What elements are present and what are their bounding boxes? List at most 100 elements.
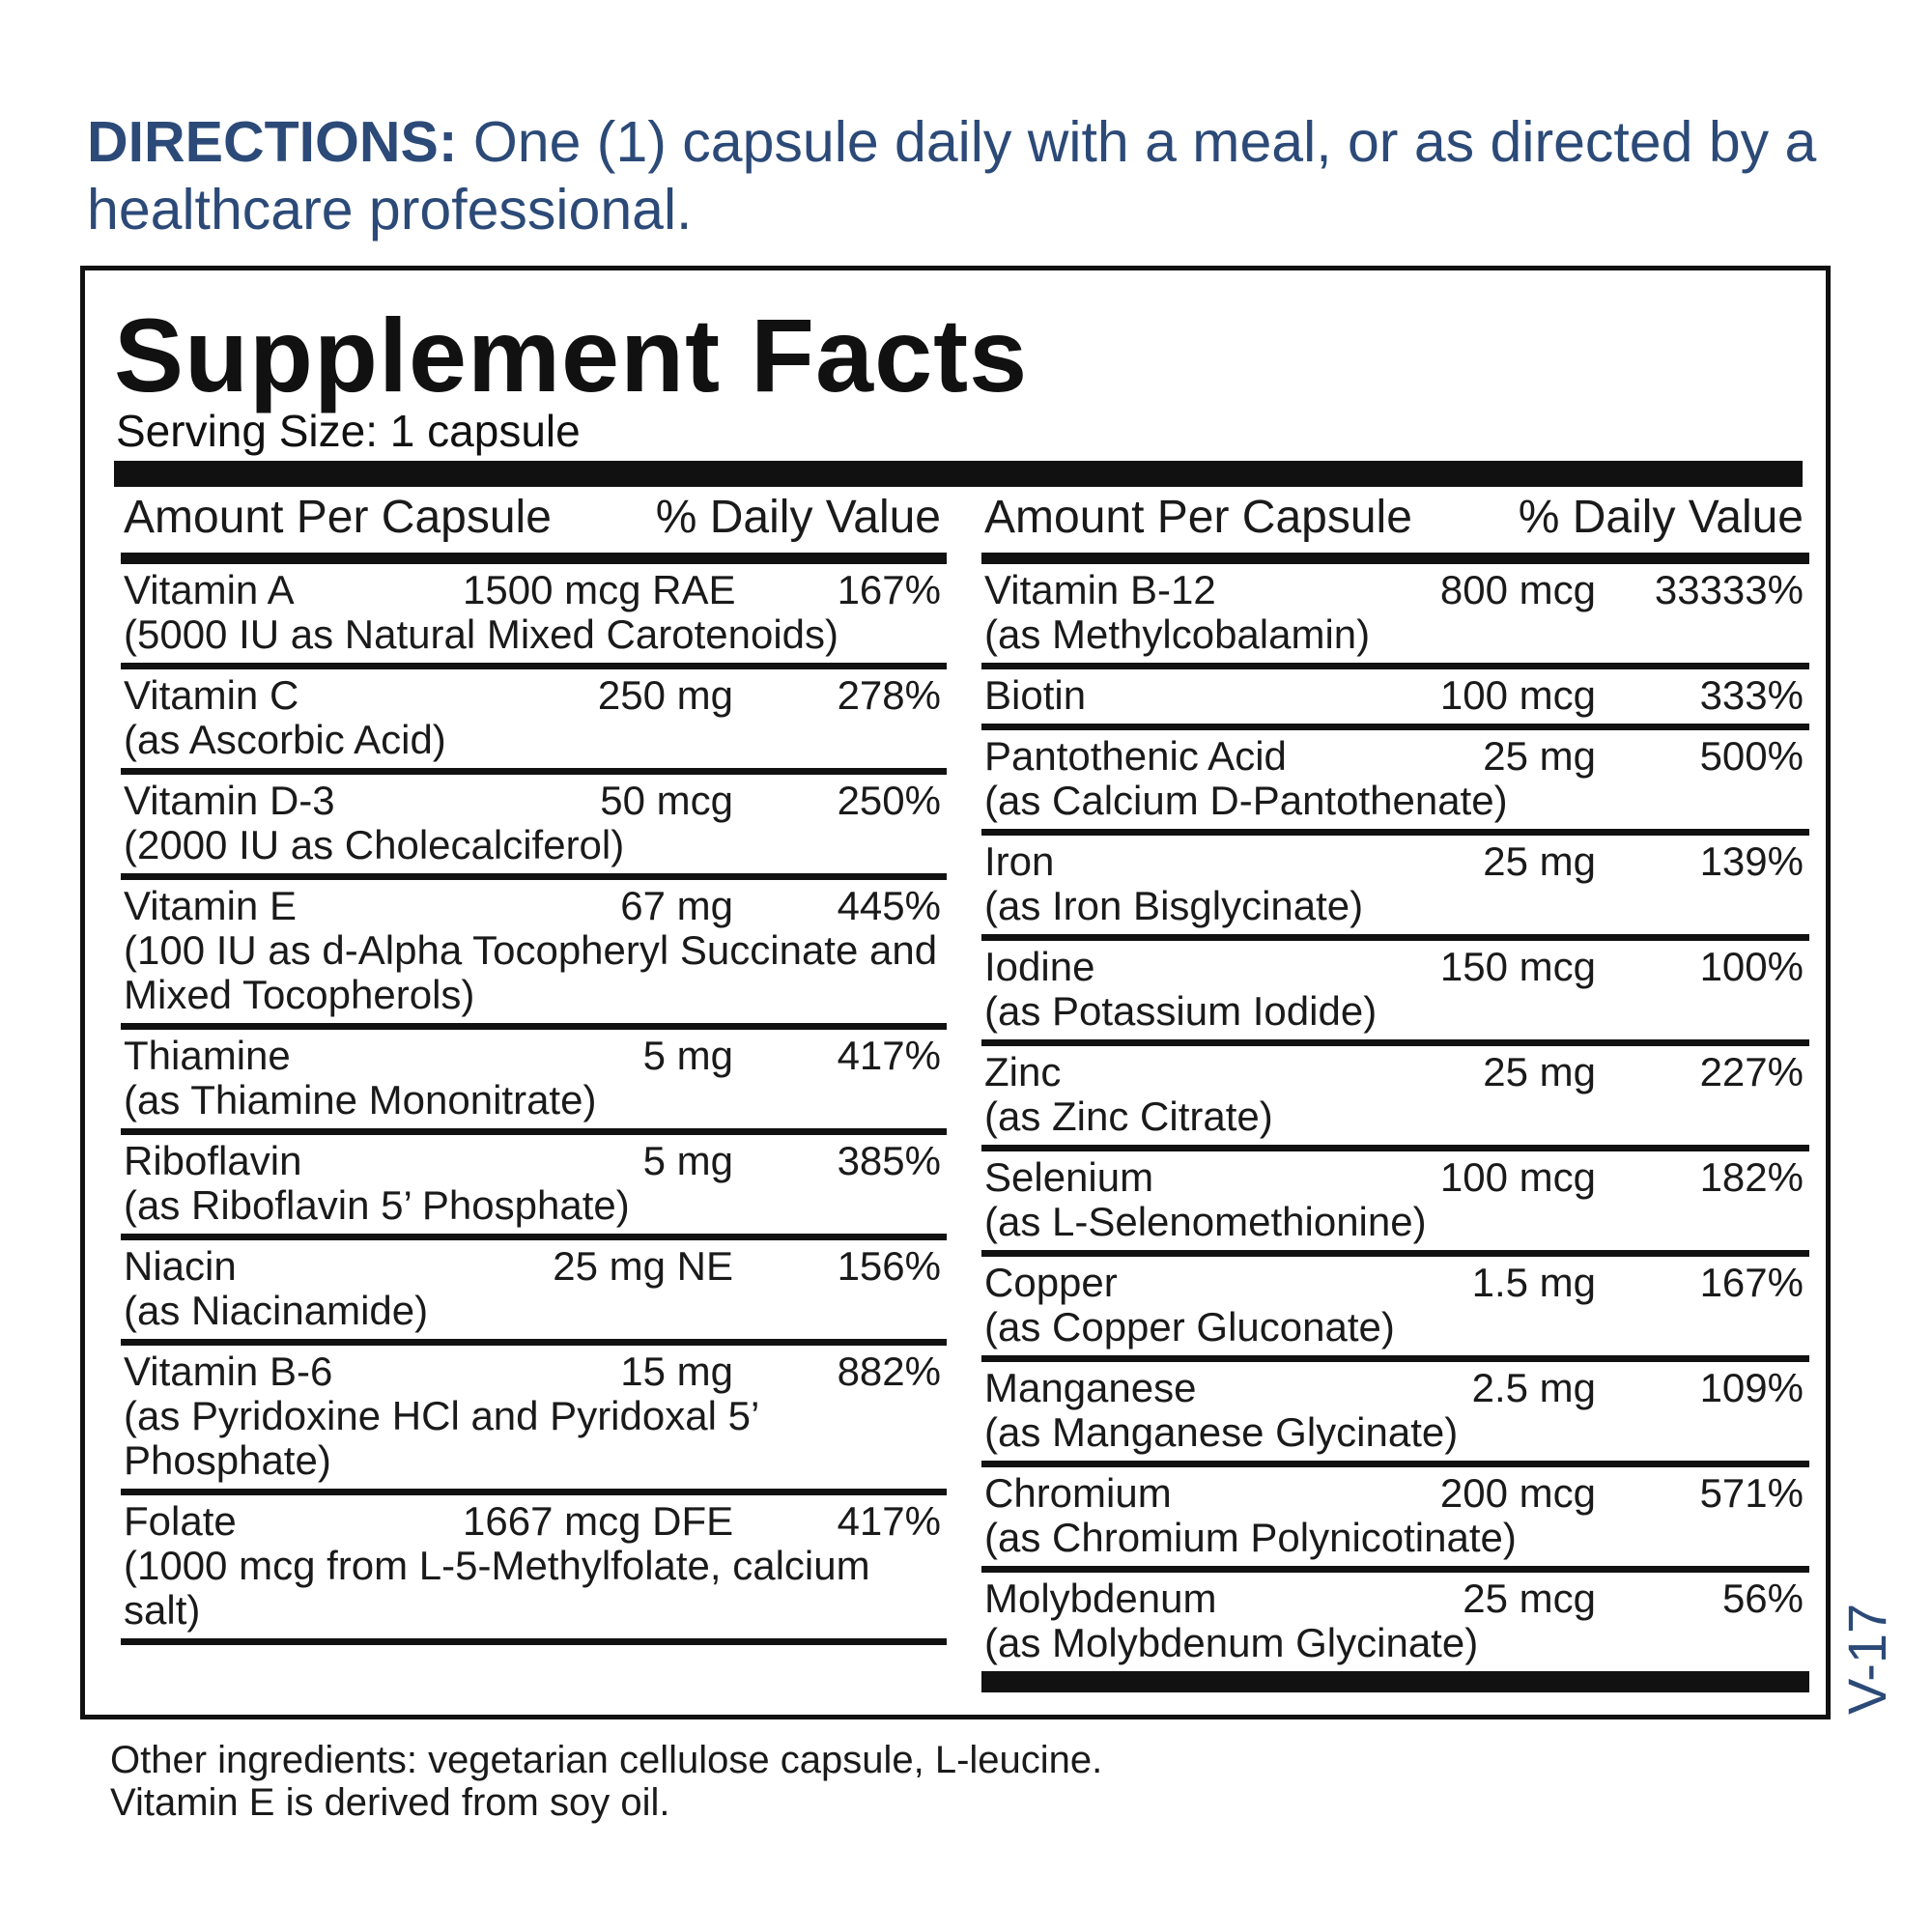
nutrient-amount: 200 mcg <box>1439 1470 1596 1516</box>
nutrient-row: Biotin 100 mcg 333% <box>981 669 1809 730</box>
nutrient-daily-value: 250% <box>837 778 941 823</box>
nutrient-source: (as Iron Bisglycinate) <box>984 883 1364 928</box>
nutrient-row: Chromium 200 mcg 571% (as Chromium Polynico… <box>981 1467 1809 1573</box>
nutrient-daily-value: 182% <box>1699 1154 1804 1200</box>
nutrient-main-line: Vitamin D-3 50 mcg 250% <box>124 779 941 823</box>
nutrient-amount: 5 mg <box>642 1033 733 1078</box>
nutrient-main-line: Biotin 100 mcg 333% <box>984 673 1804 718</box>
nutrient-amount: 2.5 mg <box>1471 1365 1596 1410</box>
header-amount: Amount Per Capsule <box>124 492 552 543</box>
nutrient-row: Thiamine 5 mg 417% (as Thiamine Mononitrate… <box>121 1030 947 1135</box>
nutrient-source: (as L-Selenomethionine) <box>984 1199 1427 1244</box>
nutrient-amount: 25 mg NE <box>553 1243 733 1289</box>
facts-column-right: Amount Per Capsule % Daily Value Vitamin… <box>981 491 1809 1692</box>
facts-title: Supplement Facts <box>114 297 1029 413</box>
nutrient-daily-value: 445% <box>837 883 941 928</box>
nutrient-name: Chromium <box>984 1470 1172 1516</box>
nutrient-main-line: Vitamin C 250 mg 278% <box>124 673 941 718</box>
nutrient-amount: 25 mg <box>1483 733 1596 779</box>
nutrient-daily-value: 33333% <box>1654 567 1804 612</box>
nutrient-source: (as Niacinamide) <box>124 1288 429 1333</box>
supplement-facts-panel: Supplement Facts Serving Size: 1 capsule… <box>80 266 1831 1719</box>
nutrient-amount: 67 mg <box>620 883 733 928</box>
nutrient-row: Molybdenum 25 mcg 56% (as Molybdenum Glycin… <box>981 1573 1809 1692</box>
nutrient-row: Zinc 25 mg 227% (as Zinc Citrate) <box>981 1046 1809 1151</box>
nutrient-source: (as Potassium Iodide) <box>984 988 1378 1034</box>
serving-size: Serving Size: 1 capsule <box>116 406 581 456</box>
nutrient-daily-value: 882% <box>837 1349 941 1394</box>
nutrient-source: (100 IU as d-Alpha Tocopheryl Succinate … <box>124 927 938 1017</box>
nutrient-source: (as Ascorbic Acid) <box>124 717 446 762</box>
nutrient-name: Thiamine <box>124 1033 291 1078</box>
nutrient-amount: 25 mcg <box>1463 1576 1596 1621</box>
nutrient-main-line: Vitamin E 67 mg 445% <box>124 884 941 928</box>
nutrient-name: Vitamin B-12 <box>984 567 1216 612</box>
nutrient-row: Niacin 25 mg NE 156% (as Niacinamide) <box>121 1240 947 1346</box>
nutrient-name: Vitamin D-3 <box>124 778 335 823</box>
nutrient-main-line: Manganese 2.5 mg 109% <box>984 1366 1804 1410</box>
nutrient-row: Selenium 100 mcg 182% (as L-Selenomethionin… <box>981 1151 1809 1257</box>
other-ingredients: Other ingredients: vegetarian cellulose … <box>110 1739 1752 1824</box>
nutrient-amount: 100 mcg <box>1439 1154 1596 1200</box>
allergen-note: Vitamin E is derived from soy oil. <box>110 1781 670 1824</box>
nutrient-amount: 150 mcg <box>1439 944 1596 989</box>
nutrient-name: Iron <box>984 838 1055 884</box>
nutrient-amount: 1500 mcg RAE <box>463 567 736 612</box>
nutrient-row: Vitamin E 67 mg 445% (100 IU as d-Alpha Toc… <box>121 880 947 1030</box>
nutrient-daily-value: 139% <box>1699 838 1804 884</box>
nutrient-source: (as Pyridoxine HCl and Pyridoxal 5’ Phos… <box>124 1393 758 1483</box>
header-amount: Amount Per Capsule <box>984 492 1412 543</box>
nutrient-source: (as Thiamine Mononitrate) <box>124 1077 597 1122</box>
nutrient-daily-value: 109% <box>1699 1365 1804 1410</box>
nutrient-amount: 5 mg <box>642 1138 733 1183</box>
nutrient-row: Folate 1667 mcg DFE 417% (1000 mcg from L-5… <box>121 1495 947 1645</box>
nutrient-name: Biotin <box>984 672 1087 718</box>
nutrient-name: Selenium <box>984 1154 1154 1200</box>
nutrient-daily-value: 156% <box>837 1243 941 1289</box>
nutrient-daily-value: 227% <box>1699 1049 1804 1094</box>
nutrient-row: Pantothenic Acid 25 mg 500% (as Calcium D-P… <box>981 730 1809 836</box>
directions-body: One (1) capsule daily with a meal, or as… <box>87 110 1817 242</box>
nutrient-main-line: Vitamin B-6 15 mg 882% <box>124 1350 941 1394</box>
nutrient-source: (as Zinc Citrate) <box>984 1094 1273 1139</box>
nutrient-name: Manganese <box>984 1365 1197 1410</box>
nutrient-daily-value: 333% <box>1699 672 1804 718</box>
nutrient-source: (as Calcium D-Pantothenate) <box>984 778 1508 823</box>
nutrient-daily-value: 417% <box>837 1033 941 1078</box>
nutrient-name: Vitamin B-6 <box>124 1349 333 1394</box>
nutrient-row: Copper 1.5 mg 167% (as Copper Gluconate) <box>981 1257 1809 1362</box>
nutrient-amount: 25 mg <box>1483 1049 1596 1094</box>
nutrient-daily-value: 417% <box>837 1498 941 1544</box>
nutrient-amount: 15 mg <box>620 1349 733 1394</box>
nutrient-row: Iron 25 mg 139% (as Iron Bisglycinate) <box>981 836 1809 941</box>
nutrient-row: Iodine 150 mcg 100% (as Potassium Iodide) <box>981 941 1809 1046</box>
nutrient-row: Vitamin A 1500 mcg RAE 167% (5000 IU as Nat… <box>121 564 947 669</box>
nutrient-name: Riboflavin <box>124 1138 302 1183</box>
nutrient-source: (as Chromium Polynicotinate) <box>984 1515 1517 1560</box>
nutrient-source: (as Molybdenum Glycinate) <box>984 1620 1479 1665</box>
nutrient-row: Vitamin C 250 mg 278% (as Ascorbic Acid) <box>121 669 947 775</box>
nutrient-amount: 1667 mcg DFE <box>463 1498 734 1544</box>
column-header: Amount Per Capsule % Daily Value <box>981 491 1809 564</box>
nutrient-source: (5000 IU as Natural Mixed Carotenoids) <box>124 611 839 657</box>
other-ingredients-line: Other ingredients: vegetarian cellulose … <box>110 1739 1103 1781</box>
column-header: Amount Per Capsule % Daily Value <box>121 491 947 564</box>
nutrient-amount: 800 mcg <box>1439 567 1596 612</box>
nutrient-amount: 1.5 mg <box>1471 1260 1596 1305</box>
nutrient-main-line: Niacin 25 mg NE 156% <box>124 1244 941 1289</box>
header-daily-value: % Daily Value <box>655 492 941 543</box>
nutrient-main-line: Vitamin A 1500 mcg RAE 167% <box>124 568 941 612</box>
nutrient-source: (as Methylcobalamin) <box>984 611 1371 657</box>
nutrient-daily-value: 167% <box>1699 1260 1804 1305</box>
nutrient-name: Vitamin C <box>124 672 299 718</box>
nutrient-name: Vitamin A <box>124 567 295 612</box>
nutrient-source: (2000 IU as Cholecalciferol) <box>124 822 625 867</box>
nutrient-main-line: Selenium 100 mcg 182% <box>984 1155 1804 1200</box>
version-code: V-17 <box>1836 1603 1897 1715</box>
nutrient-daily-value: 56% <box>1721 1576 1804 1621</box>
nutrient-main-line: Pantothenic Acid 25 mg 500% <box>984 734 1804 779</box>
nutrient-source: (as Copper Gluconate) <box>984 1304 1395 1350</box>
nutrient-main-line: Iron 25 mg 139% <box>984 839 1804 884</box>
nutrient-daily-value: 100% <box>1699 944 1804 989</box>
facts-column-left: Amount Per Capsule % Daily Value Vitamin… <box>121 491 947 1645</box>
